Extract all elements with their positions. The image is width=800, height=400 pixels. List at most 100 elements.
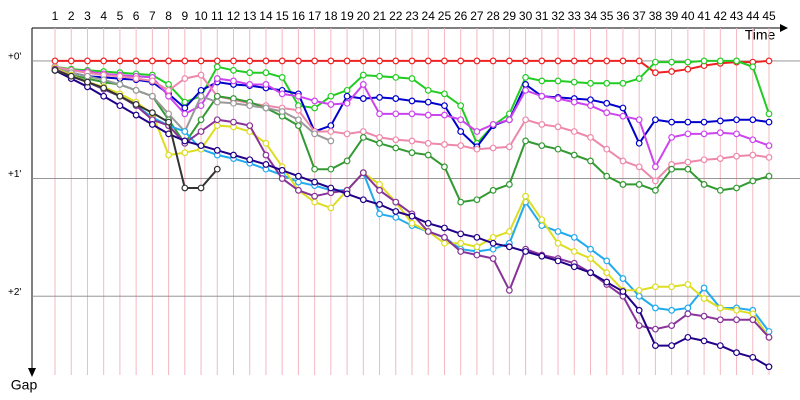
data-point <box>441 233 448 241</box>
data-point <box>765 110 773 118</box>
data-point <box>765 57 773 65</box>
data-point <box>522 116 529 124</box>
data-point <box>522 86 529 94</box>
data-point <box>424 228 432 235</box>
data-point <box>441 163 448 171</box>
data-point <box>668 58 676 66</box>
data-point <box>733 130 740 138</box>
data-point <box>635 292 643 300</box>
data-point <box>116 57 124 65</box>
data-point <box>668 322 676 329</box>
data-point <box>473 145 481 153</box>
data-point <box>489 245 497 253</box>
data-point <box>408 219 416 227</box>
x-tick-label: 18 <box>324 9 338 23</box>
data-point <box>246 122 254 130</box>
data-point <box>327 101 335 108</box>
data-point <box>84 78 91 86</box>
x-tick-label: 34 <box>584 9 598 23</box>
data-point <box>457 102 465 110</box>
data-point <box>749 353 757 361</box>
data-point <box>635 57 643 65</box>
data-point <box>441 102 448 110</box>
data-point <box>181 98 189 106</box>
data-point <box>587 245 594 253</box>
data-point <box>181 184 189 192</box>
data-point <box>213 122 221 130</box>
data-point <box>505 116 513 124</box>
data-point <box>587 79 594 87</box>
data-point <box>473 128 481 135</box>
data-point <box>441 90 448 98</box>
data-point <box>684 165 692 173</box>
data-point <box>67 57 75 65</box>
data-point <box>327 122 335 130</box>
data-point <box>457 239 465 247</box>
data-point <box>343 157 351 165</box>
data-point <box>603 278 611 286</box>
data-point <box>700 337 708 345</box>
data-point <box>165 92 172 100</box>
data-point <box>587 102 594 110</box>
data-point <box>700 130 708 138</box>
data-point <box>619 275 627 282</box>
x-tick-label: 37 <box>633 9 647 23</box>
x-tick-label: 28 <box>486 9 500 23</box>
data-point <box>197 102 205 110</box>
data-point <box>684 130 692 138</box>
data-point <box>295 186 302 194</box>
data-point <box>343 92 351 100</box>
data-point <box>489 121 497 128</box>
data-point <box>652 325 659 333</box>
data-point <box>635 306 643 314</box>
data-point <box>262 151 270 159</box>
data-point <box>473 233 481 241</box>
data-point <box>749 136 757 144</box>
data-point <box>392 57 400 65</box>
data-point <box>295 172 302 180</box>
data-point <box>424 57 432 65</box>
data-point <box>457 57 465 65</box>
data-point <box>295 57 302 65</box>
data-point <box>376 181 383 188</box>
data-point <box>343 190 351 198</box>
data-point <box>765 333 773 341</box>
data-point <box>489 57 497 65</box>
data-point <box>230 66 237 74</box>
data-point <box>441 141 448 148</box>
data-point <box>181 149 189 157</box>
data-point <box>489 239 497 247</box>
data-point <box>652 163 659 171</box>
data-point <box>197 184 205 192</box>
data-point <box>733 306 740 314</box>
data-point <box>684 310 692 318</box>
data-point <box>538 121 546 128</box>
data-point <box>554 257 562 265</box>
data-point <box>587 255 594 262</box>
data-point <box>457 248 465 255</box>
data-point <box>700 57 708 65</box>
data-point <box>733 152 740 160</box>
data-point <box>684 58 692 66</box>
data-point <box>538 216 546 224</box>
data-point <box>668 68 676 75</box>
data-point <box>716 129 724 137</box>
data-point <box>652 58 659 66</box>
x-tick-label: 11 <box>211 9 224 23</box>
x-tick-label: 1 <box>52 9 59 23</box>
data-point <box>67 72 75 80</box>
data-point <box>408 110 416 118</box>
data-point <box>570 57 578 65</box>
data-point <box>311 165 319 173</box>
data-point <box>262 104 270 112</box>
data-point <box>603 57 611 65</box>
data-point <box>733 57 740 65</box>
data-point <box>343 86 351 94</box>
x-tick-label: 35 <box>600 9 614 23</box>
data-point <box>327 137 335 145</box>
data-point <box>311 57 319 65</box>
data-point <box>165 118 172 126</box>
data-point <box>652 69 659 77</box>
data-point <box>359 71 367 79</box>
x-tick-label: 13 <box>243 9 257 23</box>
